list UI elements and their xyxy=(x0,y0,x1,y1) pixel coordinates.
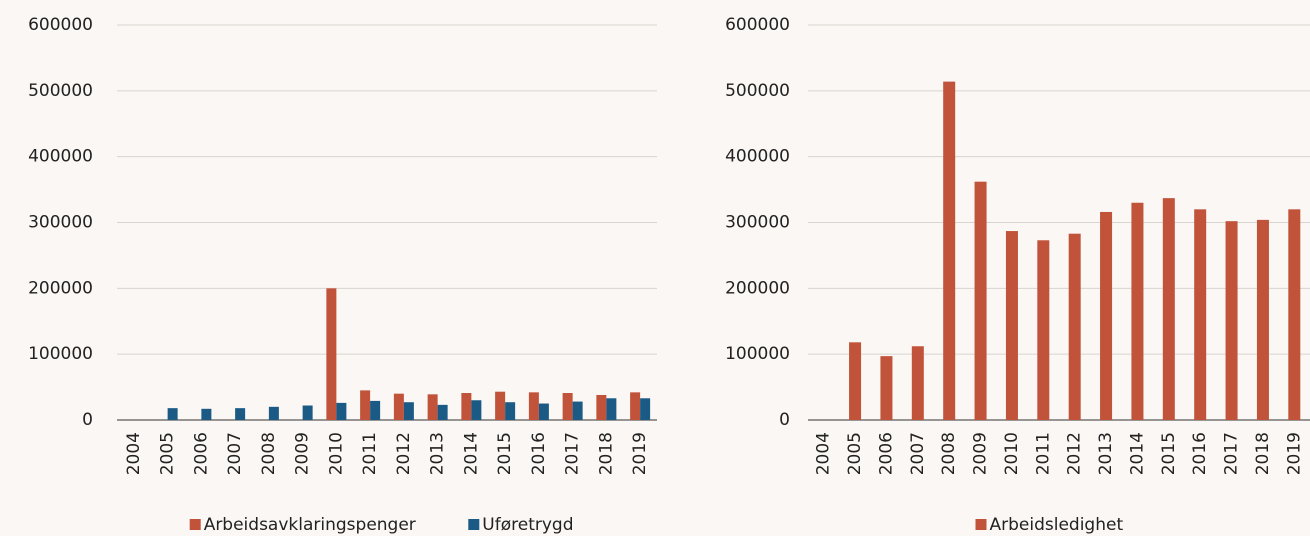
x-tick-label: 2019 xyxy=(1284,432,1304,475)
bar xyxy=(326,288,337,420)
y-tick-label: 600000 xyxy=(28,15,93,35)
x-tick-label: 2015 xyxy=(1159,432,1179,475)
bar xyxy=(461,393,472,420)
bar xyxy=(370,400,381,420)
y-tick-label: 300000 xyxy=(28,213,93,233)
bar xyxy=(427,394,438,420)
bar xyxy=(393,393,404,420)
x-tick-label: 2017 xyxy=(1222,432,1242,475)
y-tick-label: 300000 xyxy=(725,213,790,233)
bar xyxy=(974,181,987,420)
bar xyxy=(1005,231,1018,420)
bar xyxy=(505,402,516,420)
bar xyxy=(538,403,549,420)
y-tick-label: 100000 xyxy=(725,344,790,364)
x-tick-label: 2011 xyxy=(360,432,380,475)
x-tick-label: 2008 xyxy=(259,432,279,475)
x-tick-label: 2004 xyxy=(124,432,144,475)
legend-label: Arbeidsavklaringspenger xyxy=(204,515,416,535)
bar xyxy=(360,390,371,420)
bar xyxy=(495,391,506,420)
x-tick-label: 2014 xyxy=(461,432,481,475)
x-tick-label: 2018 xyxy=(1253,432,1273,475)
y-tick-label: 400000 xyxy=(28,147,93,167)
bar xyxy=(911,346,924,420)
bar xyxy=(403,402,414,420)
x-tick-label: 2004 xyxy=(814,432,834,475)
x-tick-label: 2016 xyxy=(529,432,549,475)
y-tick-label: 400000 xyxy=(725,147,790,167)
bar xyxy=(630,392,641,420)
x-tick-label: 2006 xyxy=(191,432,211,475)
bar xyxy=(1256,219,1269,420)
bar xyxy=(606,398,617,420)
legend-swatch xyxy=(468,519,480,530)
bar xyxy=(1225,221,1238,420)
x-tick-label: 2014 xyxy=(1127,432,1147,475)
x-tick-label: 2016 xyxy=(1190,432,1210,475)
x-tick-label: 2007 xyxy=(225,432,245,475)
x-tick-label: 2009 xyxy=(971,432,991,475)
legend-label: Uføretrygd xyxy=(482,515,573,535)
y-tick-label: 200000 xyxy=(28,278,93,298)
y-tick-label: 600000 xyxy=(725,15,790,35)
x-tick-label: 2010 xyxy=(326,432,346,475)
x-tick-label: 2005 xyxy=(158,432,178,475)
bar xyxy=(572,401,583,420)
bar xyxy=(336,402,347,420)
y-tick-label: 0 xyxy=(82,410,93,430)
bar xyxy=(596,394,607,420)
bar xyxy=(1037,240,1050,420)
x-tick-label: 2013 xyxy=(1096,432,1116,475)
y-tick-label: 500000 xyxy=(28,81,93,101)
bar xyxy=(1131,202,1144,420)
bar xyxy=(943,81,956,420)
bar xyxy=(268,406,279,420)
x-tick-label: 2005 xyxy=(845,432,865,475)
y-tick-label: 0 xyxy=(779,410,790,430)
x-tick-label: 2013 xyxy=(428,432,448,475)
y-tick-label: 200000 xyxy=(725,278,790,298)
bar xyxy=(640,398,651,420)
bar xyxy=(167,408,178,420)
y-tick-label: 100000 xyxy=(28,344,93,364)
bar xyxy=(528,392,539,420)
bar xyxy=(302,405,313,420)
x-tick-label: 2017 xyxy=(563,432,583,475)
x-tick-label: 2018 xyxy=(596,432,616,475)
x-tick-label: 2007 xyxy=(908,432,928,475)
x-tick-label: 2006 xyxy=(876,432,896,475)
bar xyxy=(1194,209,1207,420)
x-tick-label: 2019 xyxy=(630,432,650,475)
x-tick-label: 2009 xyxy=(293,432,313,475)
bar xyxy=(849,342,862,420)
legend-swatch xyxy=(189,519,201,530)
bar xyxy=(1100,211,1113,420)
bar xyxy=(1068,233,1081,420)
bar xyxy=(1162,198,1175,420)
bar xyxy=(201,408,212,420)
x-tick-label: 2011 xyxy=(1033,432,1053,475)
x-tick-label: 2012 xyxy=(394,432,414,475)
bar xyxy=(562,393,573,420)
x-tick-label: 2012 xyxy=(1065,432,1085,475)
bar xyxy=(437,404,448,420)
bar xyxy=(1288,209,1301,420)
bar xyxy=(880,356,893,420)
legend-label: Arbeidsledighet xyxy=(990,515,1124,535)
x-tick-label: 2008 xyxy=(939,432,959,475)
x-tick-label: 2015 xyxy=(495,432,515,475)
x-tick-label: 2010 xyxy=(1002,432,1022,475)
legend-swatch xyxy=(975,519,987,530)
bar xyxy=(471,400,482,420)
bar xyxy=(235,408,246,420)
y-tick-label: 500000 xyxy=(725,81,790,101)
